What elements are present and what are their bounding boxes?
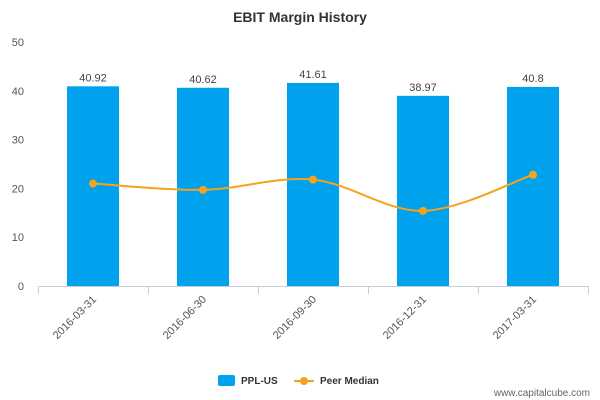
x-tick-label: 2016-09-30 — [271, 294, 319, 342]
y-tick-label: 50 — [12, 37, 24, 49]
y-tick-label: 0 — [18, 281, 24, 293]
bar — [507, 86, 559, 287]
line-point — [309, 175, 317, 184]
bar-data-label: 38.97 — [409, 82, 437, 94]
bar-series — [67, 82, 559, 287]
x-axis: 2016-03-31 2016-06-30 2016-09-30 2016-12-31… — [51, 294, 539, 342]
peer-median-points — [89, 170, 537, 215]
legend-bar-label: PPL-US — [241, 376, 278, 387]
bar-data-labels: 40.92 40.62 41.61 38.97 40.8 — [79, 69, 543, 94]
line-point — [89, 179, 97, 188]
y-axis: 0 10 20 30 40 50 — [12, 37, 24, 293]
y-tick-label: 10 — [12, 232, 24, 244]
bar-data-label: 40.8 — [522, 73, 543, 85]
line-point — [529, 170, 537, 179]
x-tick-label: 2016-06-30 — [161, 294, 209, 342]
line-point — [419, 206, 427, 215]
legend-line-label: Peer Median — [320, 376, 379, 387]
y-tick-label: 30 — [12, 135, 24, 147]
legend-bar-swatch — [218, 375, 235, 386]
bar — [397, 95, 449, 286]
legend: PPL-US Peer Median — [218, 375, 379, 387]
y-tick-label: 40 — [12, 86, 24, 98]
legend-line-marker — [300, 377, 308, 385]
x-tick-label: 2017-03-31 — [491, 294, 539, 342]
line-point — [199, 185, 207, 194]
x-tick-label: 2016-03-31 — [51, 294, 99, 342]
chart-title: EBIT Margin History — [233, 9, 367, 25]
bar-data-label: 40.62 — [189, 74, 217, 86]
credit-text: www.capitalcube.com — [493, 388, 590, 399]
y-tick-label: 20 — [12, 183, 24, 195]
x-axis-tickmarks — [38, 286, 589, 294]
bar — [287, 82, 339, 286]
bar-data-label: 40.92 — [79, 72, 107, 84]
x-tick-label: 2016-12-31 — [381, 294, 429, 342]
bar-data-label: 41.61 — [299, 69, 327, 81]
